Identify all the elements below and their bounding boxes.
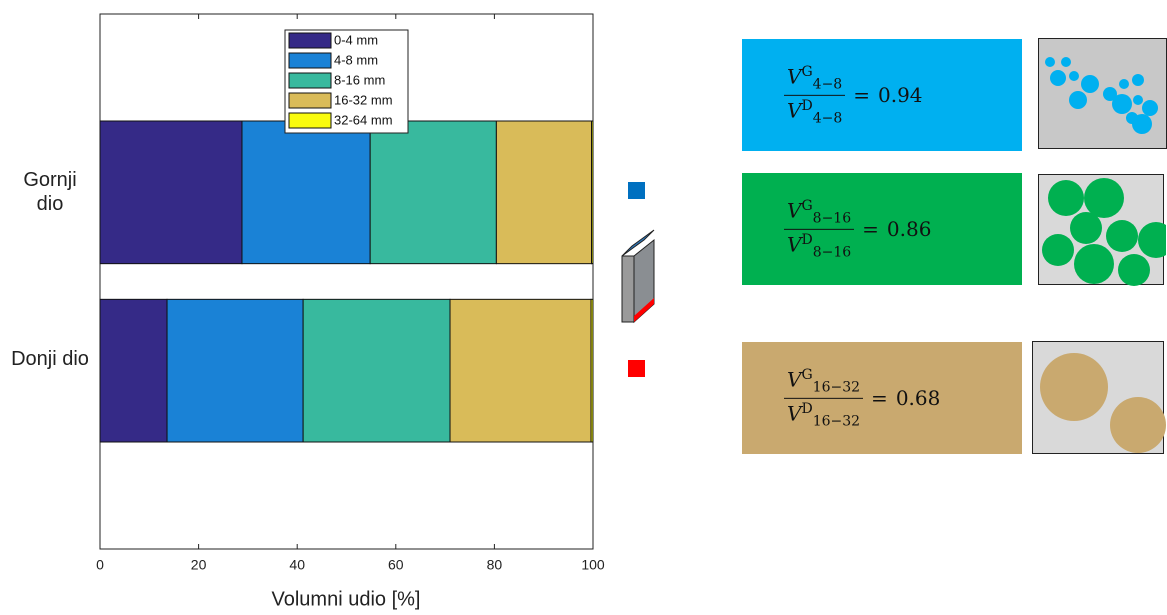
x-tick-label: 60 (388, 557, 404, 573)
subscript: 16−32 (813, 380, 860, 396)
ratio-value: 0.94 (878, 83, 923, 107)
legend-label: 4-8 mm (334, 52, 378, 67)
legend-swatch (289, 93, 331, 108)
bar-segment (592, 121, 593, 264)
superscript: D (801, 232, 812, 248)
sample-image-small (1038, 38, 1167, 150)
subscript: 8−16 (813, 211, 851, 227)
subscript: 4−8 (813, 77, 843, 93)
y-tick-label: Gornji dio (10, 168, 90, 216)
x-tick-label: 100 (581, 557, 605, 573)
specimen-face (622, 256, 634, 322)
bar-segment (242, 121, 370, 264)
superscript: D (801, 401, 812, 417)
bar-segment (450, 299, 591, 442)
bar-segment (100, 121, 242, 264)
x-tick-label: 40 (289, 557, 305, 573)
specimen-icon (622, 182, 654, 377)
y-tick-label: Donji dio (10, 347, 90, 371)
variable: V (787, 232, 801, 256)
variable: V (787, 368, 801, 392)
denominator: VD16−32 (784, 399, 863, 430)
x-tick-label: 0 (96, 557, 104, 573)
bar-segment (591, 299, 593, 442)
variable: V (787, 401, 801, 425)
numerator: VG16−32 (784, 367, 863, 399)
sample-image-medium (1038, 174, 1166, 286)
legend-swatch (289, 53, 331, 68)
bar-segment (100, 299, 167, 442)
variable: V (787, 65, 801, 89)
superscript: G (801, 198, 812, 214)
superscript: G (801, 367, 812, 383)
ratio-value: 0.86 (887, 217, 932, 241)
legend-swatch (289, 33, 331, 48)
subscript: 4−8 (813, 110, 843, 126)
legend-label: 0-4 mm (334, 32, 378, 47)
x-tick-label: 20 (191, 557, 207, 573)
legend-label: 8-16 mm (334, 72, 385, 87)
legend-label: 32-64 mm (334, 112, 393, 127)
bar-segment (496, 121, 591, 264)
denominator: VD4−8 (784, 96, 845, 127)
equals: = (871, 386, 888, 410)
ratio-value: 0.68 (896, 386, 941, 410)
numerator: VG8−16 (784, 198, 854, 230)
x-tick-label: 80 (487, 557, 503, 573)
legend-swatch (289, 113, 331, 128)
bar-segment (167, 299, 303, 442)
equals: = (853, 83, 870, 107)
legend-swatch (289, 73, 331, 88)
superscript: D (801, 98, 812, 114)
page: Volumni udio [%] 0 20 40 60 80 100 0-4 mm 4-8 m… (0, 0, 1167, 615)
denominator: VD8−16 (784, 230, 854, 261)
top-marker (628, 182, 645, 199)
sample-image-large (1032, 341, 1167, 455)
legend-label: 16-32 mm (334, 92, 393, 107)
numerator: VG4−8 (784, 64, 845, 96)
bar-segment (303, 299, 450, 442)
bar-segment (370, 121, 496, 264)
subscript: 8−16 (813, 244, 851, 260)
equals: = (862, 217, 879, 241)
superscript: G (801, 64, 812, 80)
variable: V (787, 199, 801, 223)
x-axis-title: Volumni udio [%] (272, 588, 421, 610)
subscript: 16−32 (813, 413, 860, 429)
variable: V (787, 98, 801, 122)
bottom-marker (628, 360, 645, 377)
